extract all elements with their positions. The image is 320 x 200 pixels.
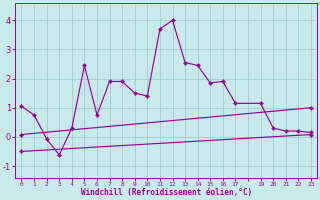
X-axis label: Windchill (Refroidissement éolien,°C): Windchill (Refroidissement éolien,°C) bbox=[81, 188, 252, 197]
